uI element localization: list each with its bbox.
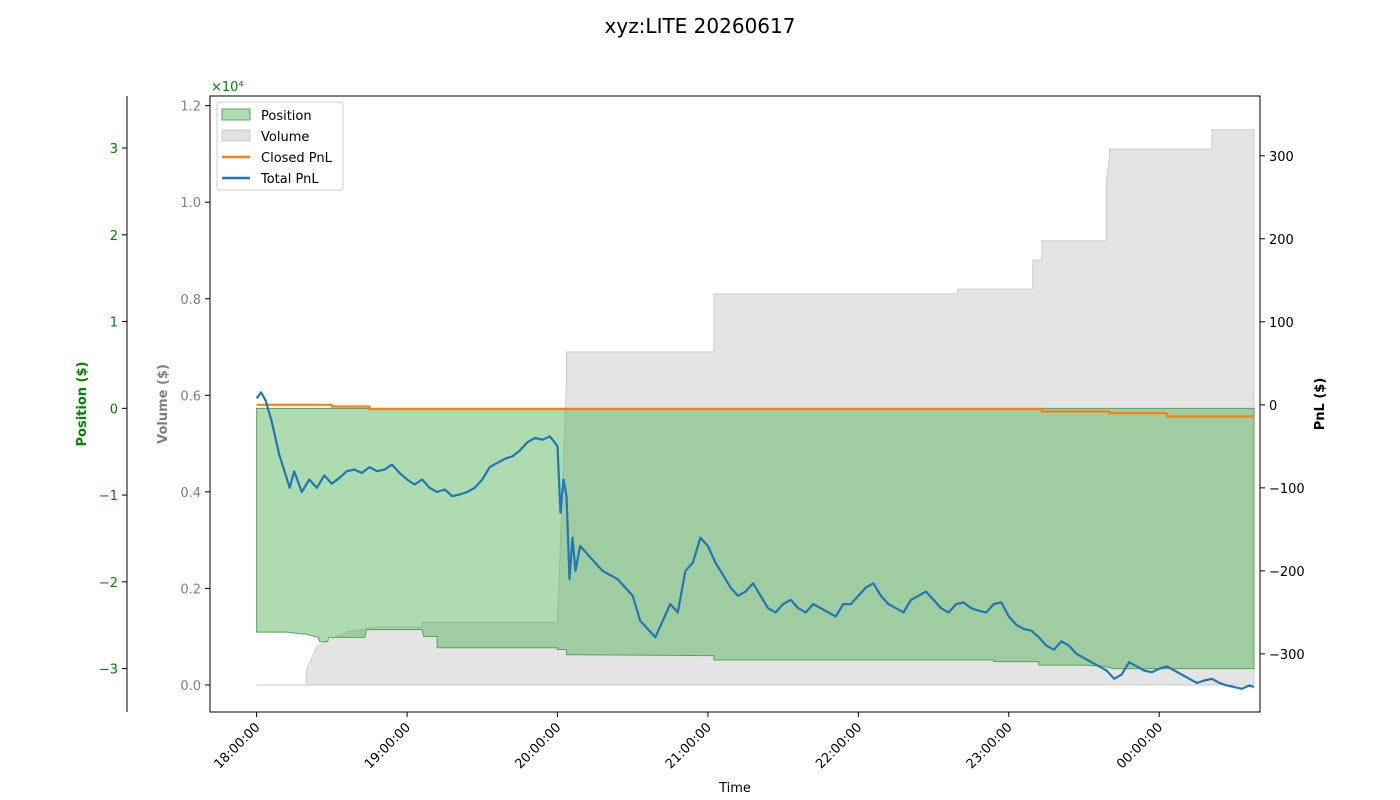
- x-tick-label: 22:00:00: [813, 720, 865, 772]
- pnl-axis-label: PnL ($): [1313, 378, 1328, 431]
- pnl-tick-label: 200: [1269, 233, 1294, 248]
- volume-tick-label: 1.0: [180, 196, 201, 211]
- legend-swatch: [221, 108, 251, 121]
- volume-area: [256, 129, 1255, 686]
- volume-axis-label: Volume ($): [156, 364, 171, 444]
- volume-tick-label: 0.2: [180, 582, 201, 597]
- x-tick-label: 19:00:00: [362, 720, 414, 772]
- x-tick-label: 20:00:00: [512, 720, 564, 772]
- x-axis-label: Time: [718, 781, 751, 796]
- position-tick-label: 1: [110, 316, 118, 331]
- pnl-tick-label: 100: [1269, 316, 1294, 331]
- position-axis: −3 −2 −1 0 1 2 3: [99, 142, 127, 678]
- x-tick-label: 23:00:00: [964, 720, 1016, 772]
- position-area: [256, 407, 1255, 670]
- pnl-tick-label: −200: [1269, 565, 1305, 580]
- legend-box: [216, 101, 344, 191]
- total-pnl-line: [255, 391, 1255, 690]
- position-tick-label: −1: [99, 489, 118, 504]
- volume-tick-label: 0.6: [180, 389, 201, 404]
- plot-frame: [209, 95, 1261, 713]
- legend-entry-label: Position: [261, 109, 312, 124]
- position-tick-label: −3: [99, 663, 118, 678]
- volume-tick-label: 0.8: [180, 293, 201, 308]
- legend: Position Volume Closed PnL Total PnL: [216, 101, 344, 191]
- chart-title: xyz:LITE 20260617: [605, 14, 796, 38]
- closed-pnl-line: [256, 403, 1254, 418]
- x-tick-label: 21:00:00: [663, 720, 715, 772]
- pnl-tick-label: 0: [1269, 399, 1277, 414]
- position-axis-label: Position ($): [75, 362, 90, 447]
- legend-entry-label: Volume: [261, 130, 309, 145]
- position-tick-label: 3: [110, 142, 118, 157]
- pnl-axis: −300 −200 −100 0 100 200 300: [1260, 150, 1305, 663]
- pnl-tick-label: −100: [1269, 482, 1305, 497]
- position-tick-label: 2: [110, 229, 118, 244]
- volume-tick-label: 0.4: [180, 486, 201, 501]
- x-axis: 18:00:00 19:00:00 20:00:00 21:00:00 22:00:00…: [212, 712, 1166, 772]
- x-tick-label: 00:00:00: [1114, 720, 1166, 772]
- volume-tick-label: 0.0: [180, 679, 201, 694]
- volume-axis: 0.0 0.2 0.4 0.6 0.8 1.0 1.2: [180, 100, 210, 694]
- position-tick-label: 0: [110, 402, 118, 417]
- legend-entry-label: Closed PnL: [261, 151, 333, 166]
- position-multiplier-label: ×10⁴: [211, 80, 244, 95]
- pnl-tick-label: 300: [1269, 150, 1294, 165]
- position-tick-label: −2: [99, 576, 118, 591]
- x-tick-label: 18:00:00: [212, 720, 264, 772]
- legend-swatch: [221, 129, 251, 142]
- legend-entry-label: Total PnL: [260, 172, 319, 187]
- pnl-tick-label: −300: [1269, 648, 1305, 663]
- volume-tick-label: 1.2: [180, 100, 201, 115]
- series-layer: [255, 129, 1255, 690]
